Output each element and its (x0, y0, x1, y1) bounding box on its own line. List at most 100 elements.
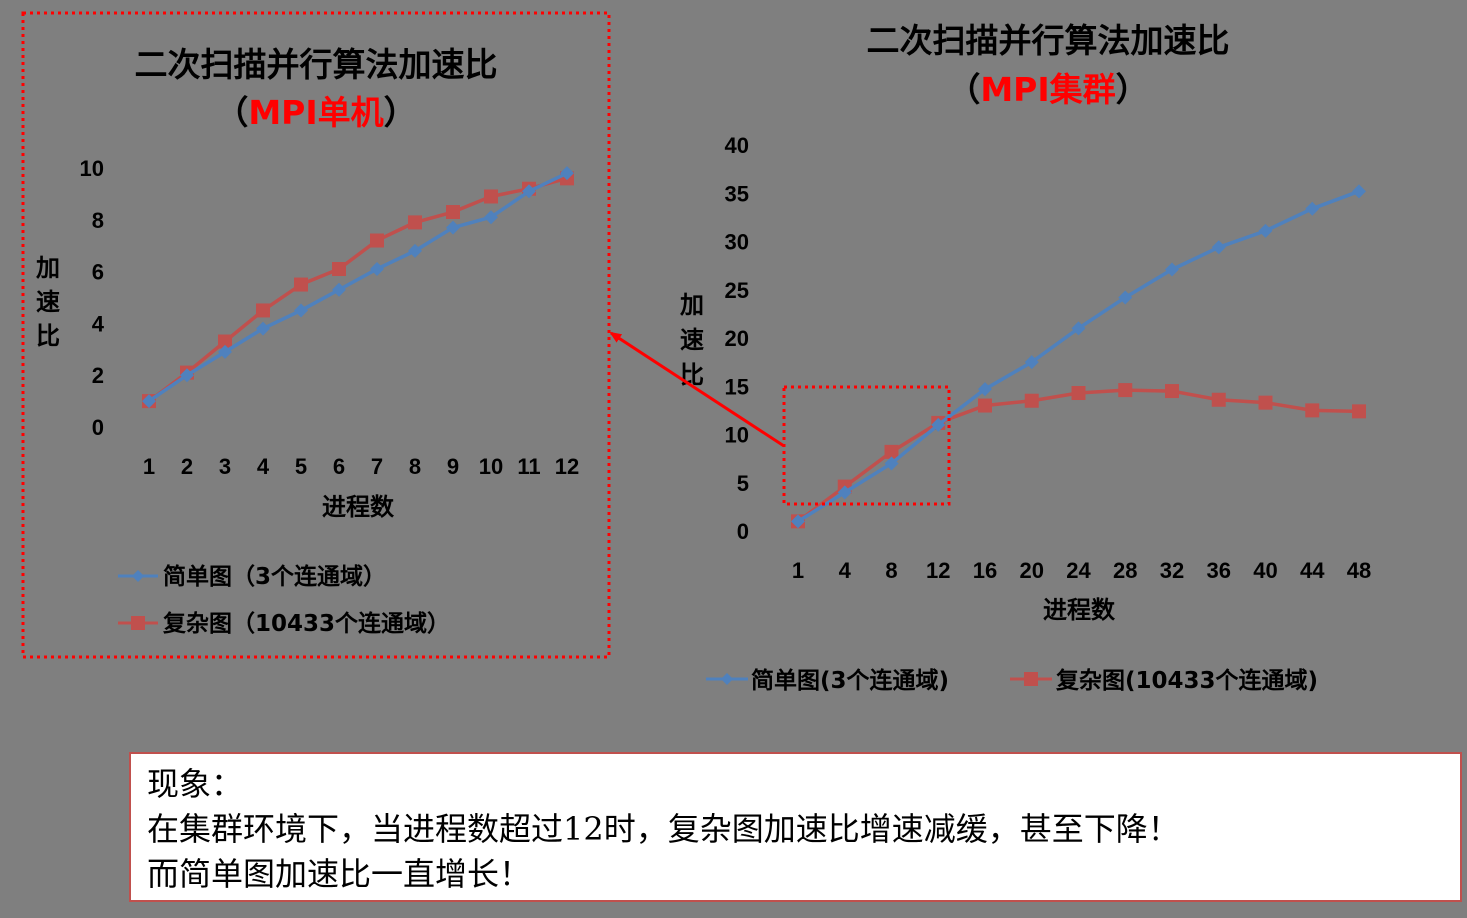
data-point-complex (218, 334, 232, 349)
series-line-complex (796, 388, 1360, 523)
data-point-complex (1071, 386, 1086, 401)
data-point-simple (1258, 223, 1273, 238)
y-tick-label: 20 (725, 326, 749, 351)
data-point-simple (837, 485, 852, 500)
right-legend-label-simple: 简单图(3个连通域) (751, 667, 949, 694)
y-tick-label: 0 (92, 415, 104, 440)
data-point-simple (1305, 201, 1320, 216)
y-tick-label: 8 (92, 208, 104, 233)
data-point-simple (446, 220, 460, 235)
note-line-cluster: 在集群环境下，当进程数超过12时，复杂图加速比增速减缓，甚至下降！ (147, 810, 1180, 848)
data-point-simple (1165, 262, 1179, 277)
x-tick-label: 4 (839, 558, 852, 583)
data-point-simple (180, 368, 194, 383)
left-x-axis-label: 进程数 (322, 493, 395, 521)
left-legend-item-simple: 简单图（3个连通域） (118, 563, 386, 590)
data-point-simple (522, 184, 536, 199)
right-legend-label-complex: 复杂图(10433个连通域) (1055, 667, 1318, 694)
left-legend: 简单图（3个连通域） 复杂图（10433个连通域） (118, 563, 450, 637)
y-tick-label: 10 (80, 156, 104, 181)
right-legend-item-simple: 简单图(3个连通域) (706, 667, 949, 694)
right-x-axis-label: 进程数 (1043, 596, 1116, 624)
right-y-axis-label: 加 速 比 (680, 291, 704, 389)
right-legend: 简单图(3个连通域) 复杂图(10433个连通域) (706, 667, 1318, 694)
zoom-highlight-box (782, 385, 951, 506)
left-chart-title: 二次扫描并行算法加速比 (135, 45, 498, 84)
y-tick-label: 4 (92, 311, 105, 336)
data-point-complex (370, 233, 384, 248)
x-tick-label: 8 (885, 558, 897, 583)
data-point-simple (408, 243, 422, 258)
observation-note: 现象： 在集群环境下，当进程数超过12时，复杂图加速比增速减缓，甚至下降！ 而简… (129, 752, 1462, 902)
x-tick-label: 2 (181, 454, 193, 479)
left-legend-item-complex: 复杂图（10433个连通域） (118, 610, 450, 637)
left-legend-label-complex: 复杂图（10433个连通域） (162, 610, 450, 637)
note-line-simple: 而简单图加速比一直增长！ (147, 855, 532, 893)
y-tick-label: 10 (725, 423, 749, 448)
x-tick-label: 20 (1020, 558, 1044, 583)
data-point-complex (1165, 384, 1179, 399)
y-tick-label: 25 (725, 278, 749, 303)
x-tick-label: 1 (143, 454, 155, 479)
data-point-simple (1118, 290, 1133, 305)
x-tick-label: 16 (973, 558, 997, 583)
x-tick-label: 9 (447, 454, 459, 479)
x-tick-label: 32 (1160, 558, 1184, 583)
x-tick-label: 48 (1347, 558, 1371, 583)
y-tick-label: 2 (92, 363, 104, 388)
y-tick-label: 15 (725, 374, 749, 399)
right-chart-subtitle: （MPI集群） (947, 70, 1148, 109)
data-point-simple (484, 210, 498, 225)
data-point-simple (931, 417, 946, 432)
series-line-complex (147, 176, 568, 403)
x-tick-label: 40 (1253, 558, 1277, 583)
y-tick-label: 5 (737, 471, 749, 496)
series-line-simple (797, 189, 1360, 523)
left-legend-label-simple: 简单图（3个连通域） (163, 563, 386, 590)
data-point-complex (1258, 395, 1273, 410)
data-point-simple (1211, 240, 1226, 255)
data-point-complex (978, 398, 992, 413)
data-point-complex (1305, 403, 1320, 418)
data-point-simple (560, 166, 574, 181)
x-tick-label: 6 (333, 454, 345, 479)
x-tick-label: 7 (371, 454, 383, 479)
y-tick-label: 30 (725, 230, 749, 255)
x-tick-label: 11 (517, 454, 540, 479)
data-point-complex (1352, 404, 1366, 419)
left-chart-subtitle: （MPI单机） (215, 93, 416, 132)
svg-text:加: 加 (36, 254, 60, 282)
svg-text:速: 速 (36, 288, 60, 316)
data-point-simple (218, 344, 232, 359)
data-point-complex (256, 303, 270, 318)
y-tick-label: 35 (725, 181, 749, 206)
data-point-complex (1211, 392, 1226, 407)
data-point-simple (332, 282, 346, 297)
x-tick-label: 28 (1113, 558, 1137, 583)
svg-text:加: 加 (680, 291, 704, 319)
y-tick-label: 0 (737, 519, 749, 544)
x-tick-label: 12 (926, 558, 950, 583)
series-line-simple (148, 171, 568, 403)
data-point-complex (408, 215, 422, 230)
zoom-arrow (609, 331, 785, 448)
data-point-complex (446, 205, 460, 220)
data-point-simple (294, 303, 308, 318)
data-point-complex (1118, 383, 1133, 398)
data-point-complex (294, 277, 308, 292)
x-tick-label: 4 (257, 454, 270, 479)
data-point-complex (1024, 393, 1039, 408)
y-tick-label: 40 (725, 133, 749, 158)
data-point-simple (256, 321, 270, 336)
right-chart-title: 二次扫描并行算法加速比 (867, 21, 1230, 60)
data-point-simple (142, 394, 156, 409)
x-tick-label: 44 (1300, 558, 1325, 583)
y-tick-label: 6 (92, 260, 104, 285)
data-point-simple (370, 262, 384, 277)
x-tick-label: 24 (1066, 558, 1091, 583)
left-y-axis-label: 加 速 比 (36, 254, 60, 350)
data-point-complex (332, 262, 346, 277)
